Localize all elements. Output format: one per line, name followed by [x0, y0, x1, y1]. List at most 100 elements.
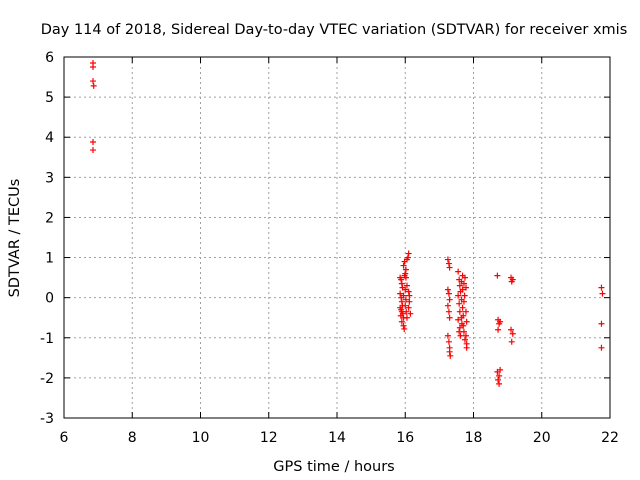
data-point [90, 64, 97, 71]
data-point [405, 288, 412, 295]
data-point [460, 298, 467, 305]
x-tick-label: 6 [60, 430, 69, 446]
data-point [496, 380, 503, 387]
data-point [494, 272, 501, 279]
data-point [402, 266, 409, 273]
data-point [459, 304, 466, 311]
data-point [462, 308, 469, 315]
data-point [463, 318, 470, 325]
data-point [445, 308, 452, 315]
y-tick-label: 1 [45, 251, 54, 267]
data-point [456, 308, 463, 315]
data-point [445, 260, 452, 267]
data-point [460, 312, 467, 319]
x-axis-label: GPS time / hours [273, 459, 394, 475]
data-point [598, 344, 605, 351]
data-points [90, 60, 606, 387]
y-tick-label: 0 [45, 291, 54, 307]
data-point [455, 268, 462, 275]
data-point [458, 320, 465, 327]
data-point [402, 286, 409, 293]
data-point [460, 280, 467, 287]
data-point [406, 292, 413, 299]
x-tick-label: 10 [192, 430, 210, 446]
data-point [403, 308, 410, 315]
data-point [90, 78, 97, 85]
data-point [461, 292, 468, 299]
data-point [403, 282, 410, 289]
data-point [400, 262, 407, 269]
x-tick-label: 16 [396, 430, 414, 446]
data-point [598, 320, 605, 327]
data-point [445, 338, 452, 345]
data-point [497, 366, 504, 373]
data-point [404, 254, 411, 261]
data-point [447, 352, 454, 359]
data-point [398, 318, 405, 325]
data-point [402, 302, 409, 309]
data-point [508, 326, 515, 333]
data-point [456, 324, 463, 331]
x-tick-label: 18 [465, 430, 483, 446]
data-point [405, 304, 412, 311]
data-point [397, 290, 404, 297]
data-point [444, 302, 451, 309]
data-point [90, 82, 97, 89]
data-point [397, 312, 404, 319]
data-point [495, 376, 502, 383]
y-tick-label: 6 [45, 50, 54, 66]
data-point [446, 348, 453, 355]
y-axis-label: SDTVAR / TECUs [7, 179, 23, 298]
data-point [461, 336, 468, 343]
data-point [457, 332, 464, 339]
data-point [401, 325, 408, 332]
data-point [398, 276, 405, 283]
data-point [456, 300, 463, 307]
data-point [599, 290, 606, 297]
data-point [457, 288, 464, 295]
y-tick-label: -2 [40, 371, 54, 387]
data-point [509, 330, 516, 337]
y-tick-label: -3 [40, 411, 54, 427]
data-point [598, 284, 605, 291]
x-tick-label: 12 [260, 430, 278, 446]
data-point [461, 274, 468, 281]
chart-title: Day 114 of 2018, Sidereal Day-to-day VTE… [41, 22, 628, 38]
data-point [509, 276, 516, 283]
data-point [398, 298, 405, 305]
data-point [444, 332, 451, 339]
data-point [90, 147, 97, 154]
data-point [407, 310, 414, 317]
data-point [402, 274, 409, 281]
x-tick-label: 8 [128, 430, 137, 446]
x-tick-label: 14 [328, 430, 346, 446]
data-point [444, 256, 451, 263]
data-point [495, 326, 502, 333]
y-tick-label: -1 [40, 331, 54, 347]
data-point [446, 296, 453, 303]
data-point [90, 139, 97, 146]
data-point [402, 270, 409, 277]
data-point [460, 328, 467, 335]
data-point [456, 282, 463, 289]
x-tick-label: 20 [533, 430, 551, 446]
data-point [497, 318, 504, 325]
data-point [444, 286, 451, 293]
data-point [446, 264, 453, 271]
data-point [496, 372, 503, 379]
data-point [398, 280, 405, 287]
data-point [455, 316, 462, 323]
y-tick-label: 3 [45, 170, 54, 186]
y-tick-label: 5 [45, 90, 54, 106]
x-tick-label: 22 [601, 430, 619, 446]
data-point [455, 292, 462, 299]
y-tick-label: 4 [45, 130, 54, 146]
grid-lines [64, 57, 610, 418]
data-point [406, 298, 413, 305]
data-point [400, 292, 407, 299]
data-point [403, 314, 410, 321]
data-point [462, 284, 469, 291]
data-point [508, 338, 515, 345]
